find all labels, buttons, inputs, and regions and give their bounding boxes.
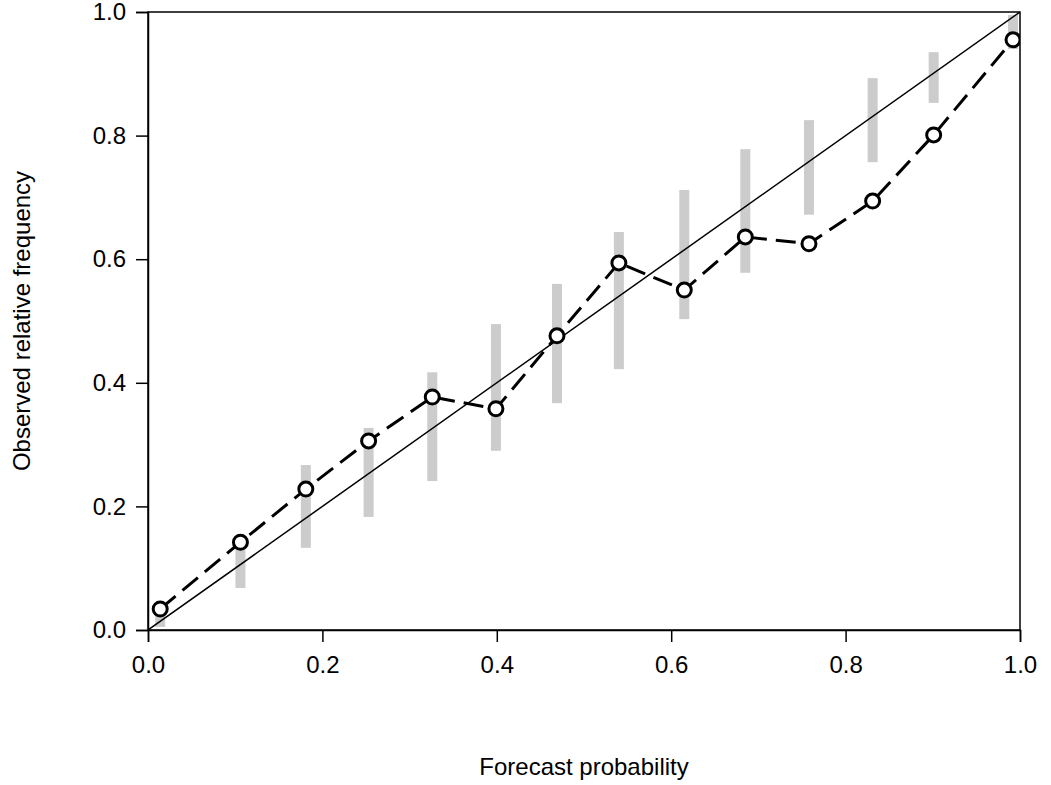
plot-area: 0.0 0.2 0.4 0.6 0.8 1.0 0.0 0.2 0.4 0.6 0.8 1.0 (93, 0, 1038, 678)
tick-label: 1.0 (93, 0, 126, 25)
marks (148, 12, 1020, 630)
tick-mark (322, 630, 324, 642)
tick-mark (148, 630, 150, 642)
tick-mark (136, 135, 148, 137)
x-axis-title: Forecast probability (479, 753, 688, 780)
x-axis: 0.0 0.2 0.4 0.6 0.8 1.0 (132, 630, 1037, 678)
reference-line (148, 12, 1020, 630)
tick-mark (136, 383, 148, 385)
point (299, 482, 313, 496)
y-axis-title: Observed relative frequency (8, 171, 35, 471)
tick: 0.4 (481, 630, 514, 678)
tick-label: 0.2 (306, 651, 339, 678)
point (1006, 33, 1020, 47)
tick-label: 1.0 (1004, 651, 1037, 678)
tick: 0.8 (829, 630, 862, 678)
consistency-bar (868, 78, 878, 162)
tick-mark (1020, 630, 1022, 642)
y-axis: 0.0 0.2 0.4 0.6 0.8 1.0 (93, 0, 149, 643)
tick-label: 0.2 (93, 493, 126, 520)
tick-mark (671, 630, 673, 642)
point (233, 535, 247, 549)
tick-label: 0.0 (132, 651, 165, 678)
point (362, 434, 376, 448)
tick-mark (136, 506, 148, 508)
tick: 0.6 (93, 245, 148, 272)
point (927, 128, 941, 142)
consistency-bar (929, 52, 939, 103)
tick-label: 0.6 (655, 651, 688, 678)
tick-label: 0.8 (93, 122, 126, 149)
consistency-bar (679, 190, 689, 319)
tick: 0.6 (655, 630, 688, 678)
tick-label: 0.4 (481, 651, 514, 678)
point (866, 194, 880, 208)
tick: 0.8 (93, 122, 148, 149)
consistency-bar (301, 465, 311, 548)
tick: 0.4 (93, 369, 148, 396)
tick-mark (136, 630, 148, 632)
series-line (160, 40, 1013, 609)
tick: 0.2 (93, 493, 148, 520)
plot-frame (148, 12, 1020, 630)
tick-mark (845, 630, 847, 642)
tick-mark (136, 259, 148, 261)
tick: 0.2 (306, 630, 339, 678)
point (153, 602, 167, 616)
tick: 1.0 (93, 0, 148, 25)
tick-label: 0.4 (93, 369, 126, 396)
axis-line (136, 13, 149, 631)
tick: 1.0 (1004, 630, 1037, 678)
consistency-bar (740, 149, 750, 273)
tick-label: 0.6 (93, 245, 126, 272)
tick: 0.0 (132, 630, 165, 678)
tick-label: 0.8 (829, 651, 862, 678)
consistency-bar (614, 232, 624, 369)
consistency-bar (804, 120, 814, 215)
point (612, 256, 626, 270)
point (489, 402, 503, 416)
tick-mark (497, 630, 499, 642)
tick-label: 0.0 (93, 616, 126, 643)
point (425, 390, 439, 404)
tick: 0.0 (93, 616, 148, 643)
axis-line (149, 631, 1021, 643)
consistency-bar (491, 324, 501, 451)
chart: 0.0 0.2 0.4 0.6 0.8 1.0 0.0 0.2 0.4 0.6 0.8 1.0 Fore… (0, 0, 1051, 785)
point (738, 230, 752, 244)
point (550, 329, 564, 343)
point (677, 283, 691, 297)
tick-mark (136, 12, 148, 14)
point (802, 237, 816, 251)
